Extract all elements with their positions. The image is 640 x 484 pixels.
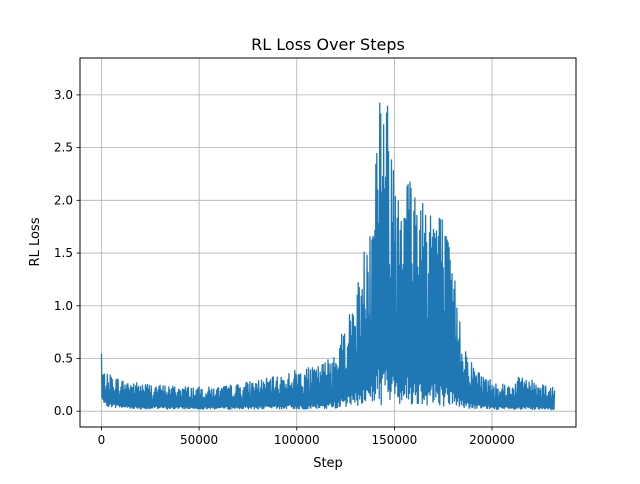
axes-frame [79,57,577,428]
y-tick-label: 0.0 [54,404,73,418]
loss-series-line [100,102,556,411]
y-axis-label: RL Loss [28,217,43,266]
grid [80,58,576,427]
x-axis-label: Step [313,456,343,471]
y-tick-label: 1.0 [54,299,73,313]
x-tick-label: 200000 [469,433,515,447]
x-tick-label: 50000 [180,433,218,447]
plot-data [100,102,556,411]
ticks: 0 50000 100000 150000 200000 0.0 0.5 1.0 1.5 2.0 2… [54,88,515,447]
chart-title: RL Loss Over Steps [251,35,405,54]
x-tick-label: 0 [98,433,106,447]
y-tick-label: 2.5 [54,141,73,155]
y-tick-label: 3.0 [54,88,73,102]
y-tick-label: 2.0 [54,193,73,207]
y-tick-label: 0.5 [54,351,73,365]
x-tick-label: 100000 [274,433,320,447]
y-tick-label: 1.5 [54,246,73,260]
x-tick-label: 150000 [371,433,417,447]
